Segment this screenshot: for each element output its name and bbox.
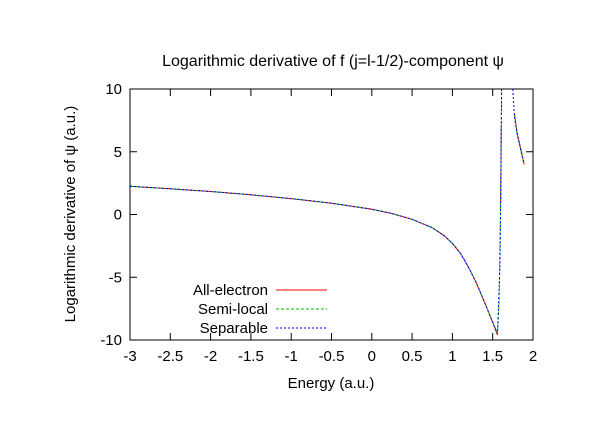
x-tick-label: -1.5 <box>238 348 264 365</box>
y-tick-label: 10 <box>105 81 122 98</box>
x-tick-label: -0.5 <box>319 348 345 365</box>
y-tick-label: -5 <box>109 269 122 286</box>
y-axis-title: Logarithmic derivative of ψ (a.u.) <box>62 106 79 323</box>
y-tick-label: 0 <box>114 207 122 224</box>
y-tick-label: 5 <box>114 144 122 161</box>
legend-label: Separable <box>200 320 268 337</box>
axis-ticks: -3 -2.5 -2 -1.5 -1 -0.5 0 0.5 1 1.5 2 -10 -5 0 5 10 <box>100 81 537 365</box>
x-tick-label: 1 <box>448 348 456 365</box>
y-tick-label: -10 <box>100 332 122 349</box>
plot-frame <box>129 88 534 341</box>
x-tick-label: -2 <box>204 348 217 365</box>
series-line-separable <box>512 89 525 165</box>
legend-label: Semi-local <box>198 301 268 318</box>
legend-label: All-electron <box>193 282 268 299</box>
legend: All-electron Semi-local Separable <box>193 282 327 337</box>
x-tick-label: -2.5 <box>157 348 183 365</box>
x-axis-title: Energy (a.u.) <box>288 375 375 392</box>
series-group <box>130 89 525 336</box>
x-tick-label: -3 <box>123 348 136 365</box>
x-tick-label: 2 <box>529 348 537 365</box>
x-tick-label: -1 <box>285 348 298 365</box>
series-line-semi-local <box>130 89 503 333</box>
series-line-separable <box>130 89 503 334</box>
x-tick-label: 0.5 <box>402 348 423 365</box>
x-tick-label: 0 <box>368 348 376 365</box>
chart-title: Logarithmic derivative of f (j=l-1/2)-co… <box>162 53 504 70</box>
series-line-all-electron <box>130 185 498 336</box>
x-tick-label: 1.5 <box>482 348 503 365</box>
